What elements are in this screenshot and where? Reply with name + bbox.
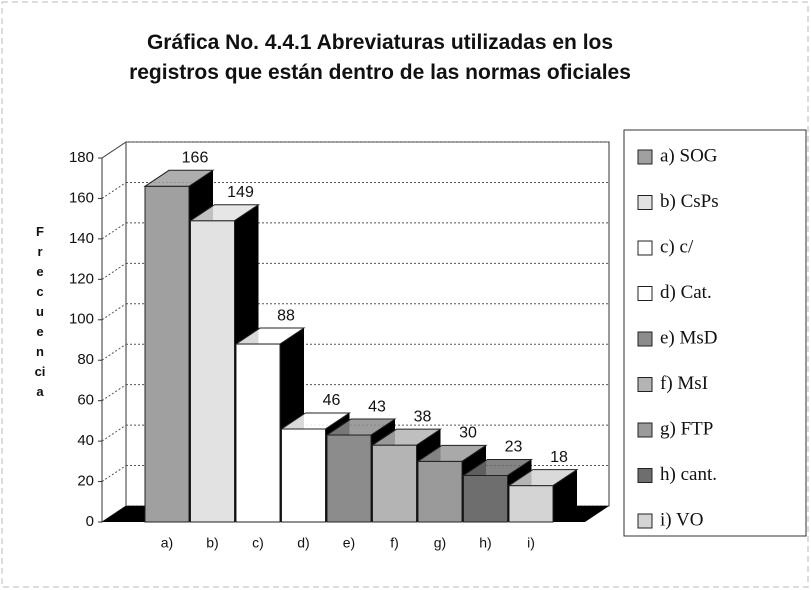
grid-line xyxy=(101,343,127,361)
bar-top xyxy=(416,444,488,462)
legend-swatch xyxy=(637,240,653,256)
y-tick-label: 0 xyxy=(86,513,94,530)
y-tick-label: 160 xyxy=(69,189,94,206)
legend-text: b) CsPs xyxy=(660,191,719,212)
value-label: 43 xyxy=(368,398,386,415)
grid-line xyxy=(101,424,127,442)
legend-text: d) Cat. xyxy=(660,282,712,303)
legend-text: e) MsD xyxy=(660,327,718,348)
legend-swatch xyxy=(637,286,653,301)
bar-top xyxy=(279,412,352,430)
grid-line xyxy=(101,182,127,199)
legend-text: c) c/ xyxy=(660,236,694,257)
legend-swatch xyxy=(637,422,653,438)
x-tick-label: d) xyxy=(297,535,309,551)
y-tick-label: 40 xyxy=(77,432,94,449)
bar xyxy=(190,220,235,523)
bar-top xyxy=(461,458,534,476)
legend-swatch xyxy=(637,331,653,347)
y-tick-label: 60 xyxy=(77,392,94,409)
grid-line xyxy=(101,222,127,240)
bar xyxy=(281,428,326,523)
legend-text: i) VO xyxy=(660,509,703,530)
x-tick-label: f) xyxy=(390,535,399,551)
bar-side xyxy=(553,469,577,522)
bar-top xyxy=(507,469,579,487)
grid-line xyxy=(101,505,127,523)
legend-swatch xyxy=(637,195,653,210)
legend-box xyxy=(623,129,807,537)
legend-swatch xyxy=(637,149,653,165)
legend-swatch xyxy=(637,377,653,392)
grid-line xyxy=(101,384,127,402)
value-label: 23 xyxy=(505,439,523,456)
bar-top xyxy=(370,428,443,446)
bar xyxy=(326,434,372,523)
x-tick-label: e) xyxy=(343,535,355,551)
x-tick-label: c) xyxy=(252,535,264,551)
y-tick-label: 120 xyxy=(69,270,94,287)
y-tick-label: 100 xyxy=(69,311,94,328)
legend-swatch xyxy=(637,468,653,483)
x-tick-label: g) xyxy=(434,535,446,551)
legend-text: g) FTP xyxy=(660,418,713,439)
grid-line xyxy=(101,465,127,482)
x-tick-label: b) xyxy=(206,535,218,551)
legend-swatch xyxy=(637,513,653,529)
y-tick-label: 140 xyxy=(69,230,94,247)
value-label: 30 xyxy=(459,425,477,442)
grid-line xyxy=(101,262,127,280)
bar xyxy=(463,474,508,523)
bar xyxy=(508,485,554,523)
y-tick-label: 180 xyxy=(69,149,94,166)
value-label: 46 xyxy=(323,392,341,409)
legend-text: h) cant. xyxy=(660,464,717,485)
bar-top xyxy=(143,169,215,187)
bar-top xyxy=(325,418,397,436)
bar xyxy=(417,460,463,523)
side-wall xyxy=(101,141,127,523)
value-label: 166 xyxy=(182,150,209,167)
bar-top xyxy=(234,327,306,345)
value-label: 149 xyxy=(227,184,254,201)
y-tick-label: 80 xyxy=(77,351,94,368)
grid-line xyxy=(101,303,127,321)
bar xyxy=(144,185,190,523)
x-tick-label: h) xyxy=(479,535,491,551)
y-axis-label: Frecuencia xyxy=(34,224,46,399)
y-tick-label: 20 xyxy=(77,473,94,490)
value-label: 88 xyxy=(277,307,295,324)
bar-top xyxy=(188,204,261,222)
legend-text: f) MsI xyxy=(660,373,708,394)
x-tick-label: i) xyxy=(527,535,535,551)
chart-title: Gráfica No. 4.4.1 Abreviaturas utilizada… xyxy=(129,31,631,84)
value-label: 18 xyxy=(550,449,568,466)
bar xyxy=(235,343,281,523)
value-label: 38 xyxy=(414,408,432,425)
x-tick-label: a) xyxy=(161,535,173,551)
legend-text: a) SOG xyxy=(660,145,718,166)
grid-line xyxy=(101,141,127,159)
bar xyxy=(372,444,417,523)
